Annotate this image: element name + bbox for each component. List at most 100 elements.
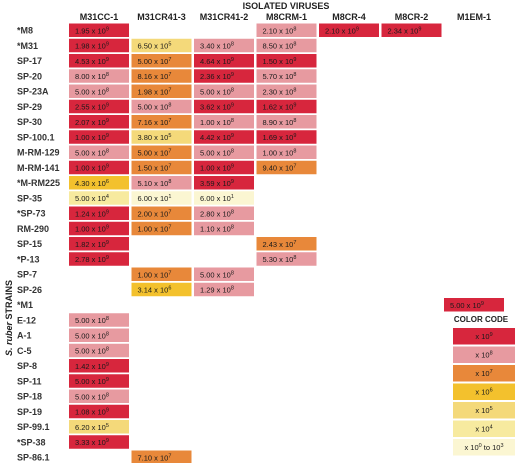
cell-value: 1.08 x 109 (75, 408, 109, 417)
cell-value: 5.00 x 108 (75, 316, 109, 325)
cell-value: 3.62 x 109 (200, 103, 234, 112)
column-headers: M31CC-1 M31CR41-3 M31CR41-2 M8CRM-1 M8CR-4 M8… (80, 12, 491, 22)
cell-value: 5.70 x 108 (263, 72, 297, 81)
heatmap-cell (69, 313, 129, 327)
cell-value: 1.29 x 108 (200, 286, 234, 295)
heatmap-cell (131, 38, 192, 53)
heatmap-cell (194, 54, 254, 68)
row-label: SP-30 (17, 117, 42, 127)
row-label: RM-290 (17, 224, 49, 234)
heatmap-cell (194, 84, 254, 98)
row-label: SP-35 (17, 193, 42, 203)
cell-value: 5.00 x 108 (200, 148, 234, 157)
cells: 1.95 x 109 2.10 x 108 2.10 x 109 2.34 x 109… (69, 23, 504, 463)
heatmap-cell (194, 38, 254, 53)
legend-label: x 105 (475, 406, 492, 415)
heatmap-cell (69, 160, 129, 175)
cell-value: 1.42 x 109 (75, 362, 109, 371)
column-header: M8CRM-1 (266, 12, 307, 22)
cell-value: 8.00 x 108 (75, 72, 109, 81)
heatmap-cell (69, 99, 129, 114)
legend-label: x 106 (475, 388, 492, 397)
row-label: SP-7 (17, 270, 37, 280)
cell-value: 2.30 x 108 (263, 87, 297, 96)
heatmap-cell (194, 99, 254, 114)
cell-value: 7.16 x 107 (138, 118, 172, 127)
cell-value: 5.00 x 108 (75, 331, 109, 340)
cell-value: 3.59 x 109 (200, 179, 234, 188)
cell-value: 2.55 x 109 (75, 103, 109, 112)
column-header: M31CR41-2 (200, 12, 249, 22)
row-label: SP-99.1 (17, 422, 50, 432)
legend-swatch (453, 346, 515, 363)
heatmap-cell (131, 99, 192, 114)
legend-label: x 100 to 103 (464, 443, 503, 452)
row-label: *M1 (17, 300, 33, 310)
row-label: SP-18 (17, 392, 42, 402)
cell-value: 2.00 x 107 (138, 209, 172, 218)
row-label: A-1 (17, 331, 32, 341)
row-label: SP-100.1 (17, 132, 55, 142)
heatmap-cell (444, 298, 504, 312)
heatmap-cell (131, 160, 192, 175)
row-label: SP-15 (17, 239, 42, 249)
heatmap-cell (131, 84, 192, 98)
heatmap-cell (69, 176, 129, 190)
heatmap-cell (194, 115, 254, 129)
heatmap-cell (256, 252, 317, 266)
heatmap-cell (131, 206, 192, 220)
cell-value: 2.80 x 108 (200, 209, 234, 218)
cell-value: 1.62 x 109 (263, 103, 297, 112)
heatmap-cell (69, 38, 129, 53)
heatmap-cell (131, 115, 192, 129)
cell-value: 3.14 x 106 (138, 286, 172, 295)
cell-value: 6.00 x 101 (138, 194, 172, 203)
heatmap-cell (256, 99, 317, 114)
heatmap-cell (131, 54, 192, 68)
heatmap-cell (131, 267, 192, 281)
row-label: E-12 (17, 315, 36, 325)
row-label: SP-29 (17, 102, 42, 112)
row-label: SP-26 (17, 285, 42, 295)
cell-value: 4.42 x 109 (200, 133, 234, 142)
column-header: M31CC-1 (80, 12, 119, 22)
cell-value: 5.00 x 108 (200, 270, 234, 279)
heatmap-cell (131, 282, 192, 297)
cell-value: 5.00 x 109 (450, 301, 484, 310)
heatmap-cell (69, 115, 129, 129)
legend-swatch (453, 383, 515, 400)
heatmap-cell (69, 374, 129, 388)
cell-value: 3.40 x 108 (200, 42, 234, 51)
row-label: C-5 (17, 346, 32, 356)
heatmap-cell (256, 23, 317, 37)
heatmap-cell (194, 206, 254, 220)
cell-value: 2.10 x 108 (263, 26, 297, 35)
heatmap-cell (194, 145, 254, 159)
cell-value: 5.00 x 107 (138, 148, 172, 157)
cell-value: 5.00 x 108 (200, 87, 234, 96)
cell-value: 6.50 x 105 (138, 42, 172, 51)
cell-value: 6.00 x 101 (200, 194, 234, 203)
legend-swatch (453, 439, 515, 456)
cell-value: 8.50 x 108 (263, 42, 297, 51)
heatmap-cell (319, 23, 379, 37)
heatmap-cell (69, 221, 129, 236)
cell-value: 2.10 x 109 (325, 26, 359, 35)
cell-value: 1.50 x 107 (138, 164, 172, 173)
heatmap-cell (131, 450, 192, 463)
cell-value: 1.00 x 109 (75, 133, 109, 142)
heatmap-cell (69, 420, 129, 434)
heatmap-cell (194, 282, 254, 297)
heatmap-cell (69, 69, 129, 83)
cell-value: 2.43 x 107 (263, 240, 297, 249)
heatmap-cell (256, 237, 317, 251)
cell-value: 1.00 x 109 (75, 225, 109, 234)
cell-value: 1.00 x 109 (75, 164, 109, 173)
heatmap-cell (194, 176, 254, 190)
heatmap-cell (69, 206, 129, 220)
cell-value: 1.10 x 108 (200, 225, 234, 234)
heatmap-cell (194, 160, 254, 175)
cell-value: 5.00 x 108 (75, 148, 109, 157)
legend-swatch (453, 402, 515, 419)
heatmap-cell (194, 191, 254, 205)
